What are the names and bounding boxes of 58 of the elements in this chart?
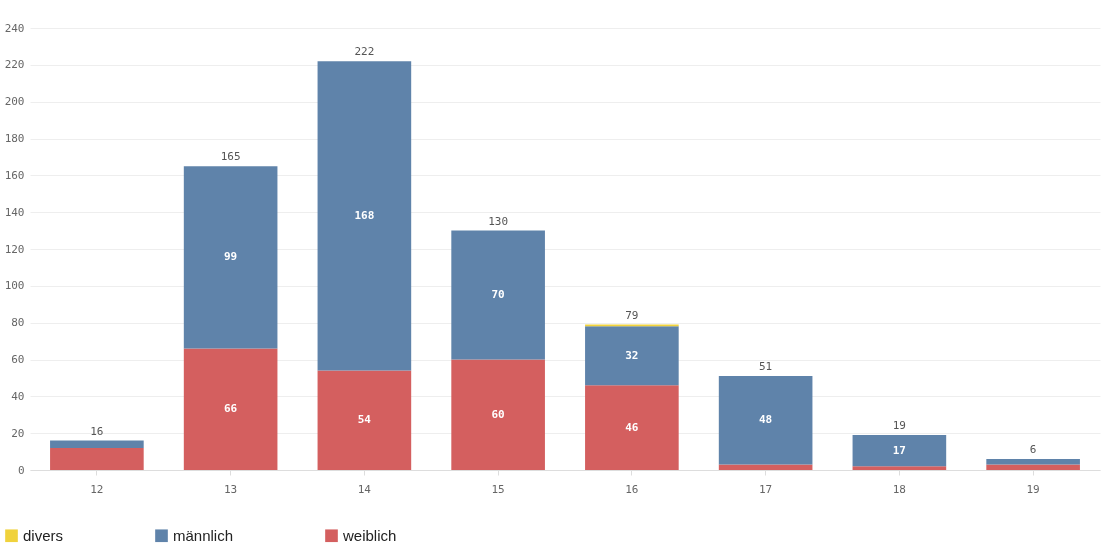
bar: [50, 447, 144, 470]
bar: [183, 348, 278, 470]
x-tick-label: 17: [759, 482, 773, 496]
x-tick-label: 13: [224, 482, 238, 496]
bar: [451, 359, 545, 470]
legend-label: weiblich: [342, 526, 397, 544]
bar: [986, 458, 1080, 465]
total-label: 130: [488, 214, 509, 228]
bar: [317, 61, 412, 371]
x-tick-label: 19: [1026, 482, 1040, 496]
bar: [986, 464, 1080, 470]
data-label: 48: [759, 413, 773, 427]
total-label: 79: [625, 308, 639, 322]
y-tick-label: 100: [4, 279, 25, 293]
bar: [585, 326, 679, 386]
x-tick-label: 15: [491, 482, 505, 496]
legend-label: divers: [23, 526, 64, 544]
y-tick-label: 180: [4, 132, 25, 145]
y-tick-label: 240: [4, 21, 25, 35]
y-tick-label: 200: [4, 95, 25, 109]
bar: [852, 435, 947, 467]
bar: [718, 464, 813, 470]
bar: [183, 166, 278, 349]
total-label: 6: [1029, 442, 1037, 456]
data-label: 60: [491, 407, 505, 421]
bar: [317, 370, 412, 470]
data-label: 168: [354, 208, 375, 222]
x-tick-label: 16: [625, 482, 639, 496]
x-tick-label: 12: [90, 482, 104, 496]
bar: [718, 376, 813, 465]
data-label: 66: [224, 402, 238, 416]
y-tick-label: 20: [11, 426, 25, 440]
total-label: 222: [354, 45, 375, 59]
bar: [585, 385, 679, 470]
bar: [50, 440, 144, 448]
y-tick-label: 0: [17, 463, 25, 477]
total-label: 16: [90, 424, 104, 438]
y-tick-label: 40: [11, 389, 25, 403]
bar: [852, 466, 947, 470]
data-label: 99: [224, 250, 238, 264]
total-label: 19: [892, 419, 906, 433]
data-label: 54: [357, 413, 372, 427]
y-tick-label: 60: [11, 353, 25, 366]
y-tick-label: 160: [4, 168, 25, 182]
data-label: 70: [491, 288, 505, 302]
y-tick-label: 140: [4, 205, 25, 219]
data-label: 46: [625, 420, 639, 434]
data-label: 32: [625, 348, 639, 362]
data-label: 17: [892, 443, 906, 457]
legend-label: männlich: [173, 526, 234, 544]
total-label: 51: [759, 360, 773, 374]
y-tick-label: 80: [11, 316, 25, 330]
total-label: 165: [220, 150, 241, 164]
y-tick-label: 220: [4, 58, 25, 72]
bar: [451, 230, 545, 360]
x-tick-label: 18: [892, 482, 906, 496]
x-tick-label: 14: [357, 482, 372, 496]
y-tick-label: 120: [4, 242, 25, 256]
